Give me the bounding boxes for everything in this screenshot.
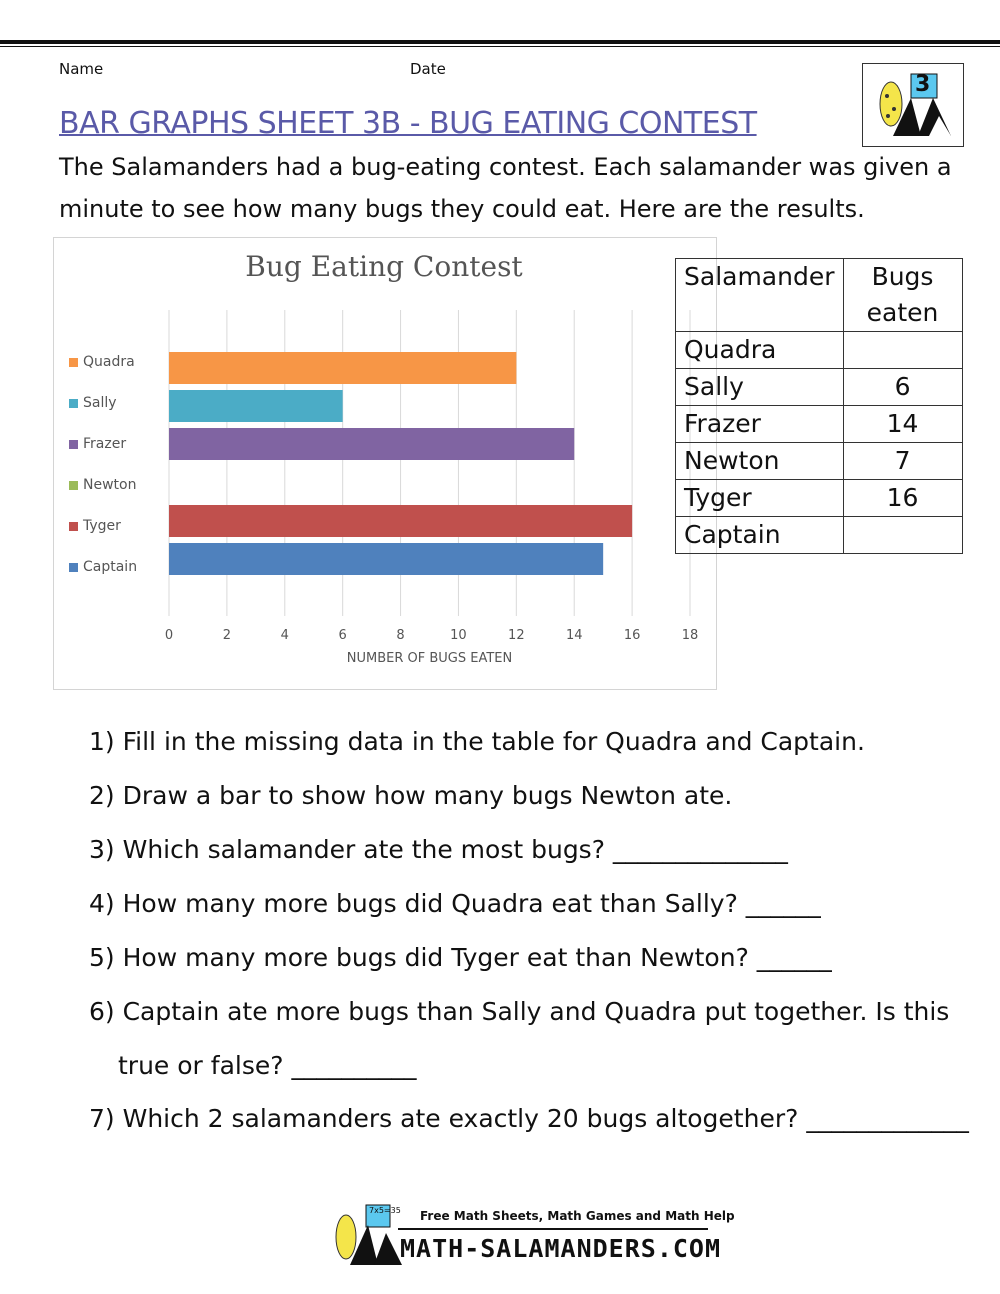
legend-swatch [69, 521, 78, 531]
legend-item-quadra: Quadra [69, 354, 135, 370]
bugs-eaten-value[interactable] [842, 331, 963, 369]
legend-item-captain: Captain [69, 559, 137, 575]
table-row: Tyger 16 [675, 479, 963, 517]
legend-swatch [69, 562, 78, 572]
x-tick-label: 6 [338, 628, 347, 643]
question-8: 7) Which 2 salamanders ate exactly 20 bu… [89, 1104, 969, 1133]
top-rule-thin [0, 46, 1000, 47]
question-4: 4) How many more bugs did Quadra eat tha… [89, 889, 821, 918]
question-1: 1) Fill in the missing data in the table… [89, 727, 865, 756]
name-label: Name [59, 60, 104, 78]
bugs-eaten-value[interactable] [842, 516, 963, 554]
x-tick-label: 4 [280, 628, 289, 643]
question-7: true or false? __________ [118, 1051, 417, 1080]
table-row: Frazer 14 [675, 405, 963, 443]
legend-swatch [69, 439, 78, 449]
bar-quadra [169, 352, 517, 384]
bugs-eaten-value: 7 [842, 442, 963, 480]
legend-label: Sally [83, 395, 117, 411]
footer-tagline: Free Math Sheets, Math Games and Math He… [420, 1209, 735, 1223]
bugs-eaten-value: 14 [842, 405, 963, 443]
x-tick-label: 2 [222, 628, 232, 643]
grade-logo: 3 [862, 63, 964, 147]
footer-logo: 7x5=35 [328, 1203, 403, 1271]
legend-label: Frazer [83, 436, 127, 452]
legend-swatch [69, 398, 78, 408]
header-salamander: Salamander [675, 258, 844, 332]
legend-label: Quadra [83, 354, 135, 370]
chart-title: Bug Eating Contest [245, 250, 523, 283]
legend-swatch [69, 357, 78, 367]
salamander-name: Captain [675, 516, 844, 554]
salamander-name: Tyger [675, 479, 844, 517]
x-tick-label: 8 [396, 628, 405, 643]
bar-frazer [169, 428, 575, 460]
legend-item-frazer: Frazer [69, 436, 126, 452]
x-tick-label: 10 [450, 628, 467, 643]
x-tick-label: 0 [164, 628, 174, 643]
legend-swatch [69, 480, 78, 490]
salamander-name: Frazer [675, 405, 844, 443]
top-rule [0, 40, 1000, 44]
date-label: Date [410, 60, 446, 78]
x-tick-label: 14 [565, 628, 583, 643]
footer-site: MATH-SALAMANDERS.COM [400, 1234, 722, 1263]
legend-item-newton: Newton [69, 477, 136, 493]
intro-text: The Salamanders had a bug-eating contest… [59, 153, 952, 223]
x-tick-label: 12 [508, 628, 525, 643]
salamander-name: Sally [675, 368, 844, 406]
data-table: Salamander Bugs eaten Quadra Sally 6 Frazer… [675, 258, 963, 554]
page-title: BAR GRAPHS SHEET 3B - BUG EATING CONTEST [59, 106, 757, 141]
question-6: 6) Captain ate more bugs than Sally and … [89, 997, 950, 1026]
question-3: 3) Which salamander ate the most bugs? _… [89, 835, 788, 864]
bar-captain [169, 543, 604, 575]
table-row: Newton 7 [675, 442, 963, 480]
footer-rule [398, 1228, 708, 1230]
table-row: Captain [675, 516, 963, 554]
header-bugs-eaten: Bugs eaten [842, 258, 963, 332]
bar-sally [169, 390, 343, 422]
legend-label: Captain [83, 559, 138, 575]
legend-item-sally: Sally [69, 395, 117, 411]
salamander-name: Newton [675, 442, 844, 480]
table-row: Sally 6 [675, 368, 963, 406]
question-5: 5) How many more bugs did Tyger eat than… [89, 943, 832, 972]
table-header-row: Salamander Bugs eaten [675, 258, 963, 332]
x-axis-label: NUMBER OF BUGS EATEN [346, 651, 513, 666]
legend-label: Newton [83, 477, 137, 493]
x-tick-label: 18 [681, 628, 699, 643]
legend-label: Tyger [83, 518, 121, 534]
bugs-eaten-value: 6 [842, 368, 963, 406]
legend-item-tyger: Tyger [69, 518, 121, 534]
bar-tyger [169, 505, 633, 537]
x-tick-label: 16 [623, 628, 641, 643]
bar-chart [168, 310, 691, 616]
question-2: 2) Draw a bar to show how many bugs Newt… [89, 781, 733, 810]
bugs-eaten-value: 16 [842, 479, 963, 517]
table-row: Quadra [675, 331, 963, 369]
board-text: 7x5=35 [369, 1206, 401, 1215]
grade-number: 3 [915, 72, 931, 97]
salamander-name: Quadra [675, 331, 844, 369]
